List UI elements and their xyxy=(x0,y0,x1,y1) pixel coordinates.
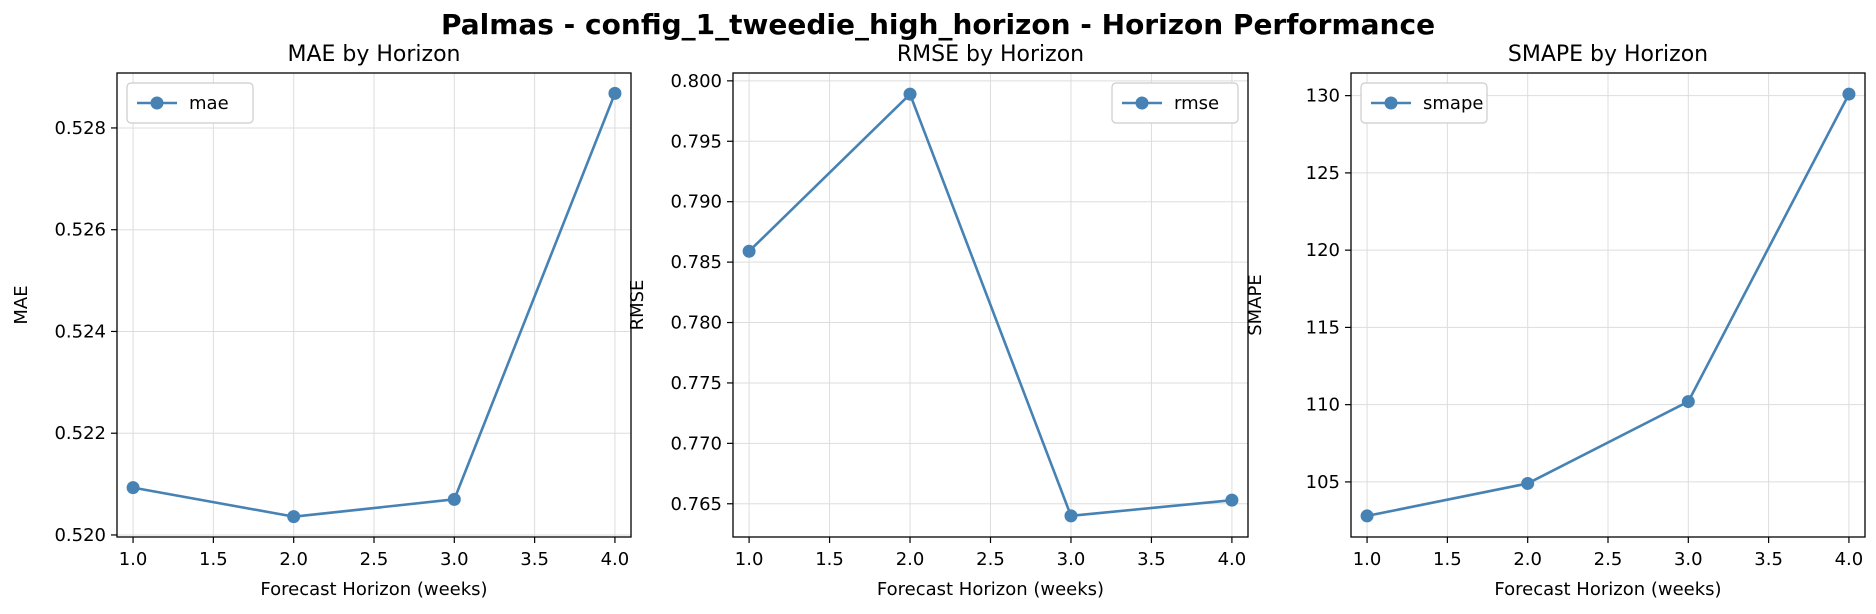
series-line-rmse xyxy=(748,92,1233,518)
y-tick-label: 0.780 xyxy=(670,313,722,334)
y-tick-label: 0.800 xyxy=(670,71,722,92)
y-tick-label: 0.528 xyxy=(54,118,106,139)
legend-smape: smape xyxy=(1360,82,1488,124)
y-axis-label-mae: MAE xyxy=(11,285,32,324)
y-axis-label-rmse: RMSE xyxy=(627,280,648,331)
y-tick-label: 130 xyxy=(1306,86,1340,107)
y-tick-label: 0.765 xyxy=(670,494,722,515)
y-tick-label: 0.526 xyxy=(54,220,106,241)
chart-mae: 1.0 1.5 2.0 2.5 3.0 3.5 4.0 0.520 0.522 0.524 0.52… xyxy=(11,42,632,600)
x-tick-label: 1.0 xyxy=(119,549,148,570)
x-tick-label: 2.0 xyxy=(279,549,308,570)
y-tick-label: 115 xyxy=(1306,317,1340,338)
legend-marker-swatch xyxy=(150,96,164,110)
x-tick-label: 2.0 xyxy=(896,549,925,570)
x-tick-label: 3.0 xyxy=(1057,549,1086,570)
x-tick-label: 2.5 xyxy=(360,549,389,570)
y-tick-label: 0.775 xyxy=(670,373,722,394)
data-point-mae xyxy=(608,86,622,100)
x-tick-label: 2.0 xyxy=(1513,549,1542,570)
subplot-title-rmse: RMSE by Horizon xyxy=(897,42,1084,67)
x-tick-label: 4.0 xyxy=(601,549,630,570)
x-tick-label: 1.5 xyxy=(1433,549,1462,570)
data-point-smape xyxy=(1681,395,1695,409)
x-tick-label: 3.5 xyxy=(1754,549,1783,570)
data-point-smape xyxy=(1360,509,1374,523)
series-line-mae xyxy=(132,92,617,518)
y-tick-label: 120 xyxy=(1306,240,1340,261)
x-tick-label: 1.0 xyxy=(1353,549,1382,570)
x-tick-label: 4.0 xyxy=(1218,549,1247,570)
x-tick-label: 2.5 xyxy=(976,549,1005,570)
legend-box xyxy=(1360,82,1488,124)
data-point-smape xyxy=(1842,87,1856,101)
legend-label-rmse: rmse xyxy=(1174,93,1219,114)
legend-label-mae: mae xyxy=(189,93,229,114)
data-point-rmse xyxy=(903,87,917,101)
y-tick-label: 0.795 xyxy=(670,131,722,152)
y-tick-label: 0.785 xyxy=(670,252,722,273)
x-tick-label: 1.5 xyxy=(199,549,228,570)
data-point-rmse xyxy=(1064,509,1078,523)
legend-marker-swatch xyxy=(1384,96,1398,110)
legend-box xyxy=(126,82,254,124)
x-tick-label: 4.0 xyxy=(1835,549,1864,570)
subplot-title-mae: MAE by Horizon xyxy=(287,42,460,67)
y-tick-label: 105 xyxy=(1306,472,1340,493)
x-axis-label-mae: Forecast Horizon (weeks) xyxy=(260,579,487,600)
y-tick-label: 0.790 xyxy=(670,192,722,213)
y-tick-label: 0.524 xyxy=(54,321,106,342)
chart-smape: 1.0 1.5 2.0 2.5 3.0 3.5 4.0 105 110 115 120 125 130 S… xyxy=(1245,42,1866,600)
y-axis-label-smape: SMAPE xyxy=(1245,274,1266,336)
x-tick-label: 2.5 xyxy=(1594,549,1623,570)
legend-label-smape: smape xyxy=(1423,93,1483,114)
chart-rmse: 1.0 1.5 2.0 2.5 3.0 3.5 4.0 0.765 0.770 0.775 0.78… xyxy=(627,42,1249,600)
legend-box xyxy=(1111,82,1239,124)
data-point-mae xyxy=(126,481,140,495)
y-tick-label: 0.522 xyxy=(54,423,106,444)
y-tick-label: 125 xyxy=(1306,163,1340,184)
data-point-rmse xyxy=(742,244,756,258)
data-point-rmse xyxy=(1225,493,1239,507)
legend-marker-swatch xyxy=(1135,96,1149,110)
y-tick-label: 110 xyxy=(1306,395,1340,416)
x-tick-label: 1.5 xyxy=(815,549,844,570)
data-point-mae xyxy=(447,492,461,506)
x-axis-label-smape: Forecast Horizon (weeks) xyxy=(1494,579,1721,600)
series-line-smape xyxy=(1366,93,1851,518)
y-tick-label: 0.770 xyxy=(670,433,722,454)
x-tick-label: 1.0 xyxy=(735,549,764,570)
legend-mae: mae xyxy=(126,82,254,124)
figure-title: Palmas - config_1_tweedie_high_horizon -… xyxy=(440,8,1436,41)
data-point-mae xyxy=(287,510,301,524)
data-point-smape xyxy=(1521,476,1535,490)
x-tick-label: 3.5 xyxy=(520,549,549,570)
x-axis-label-rmse: Forecast Horizon (weeks) xyxy=(877,579,1104,600)
y-tick-label: 0.520 xyxy=(54,525,106,546)
x-tick-label: 3.0 xyxy=(440,549,469,570)
x-tick-label: 3.0 xyxy=(1674,549,1703,570)
subplot-title-smape: SMAPE by Horizon xyxy=(1508,42,1708,67)
legend-rmse: rmse xyxy=(1111,82,1239,124)
x-tick-label: 3.5 xyxy=(1137,549,1166,570)
